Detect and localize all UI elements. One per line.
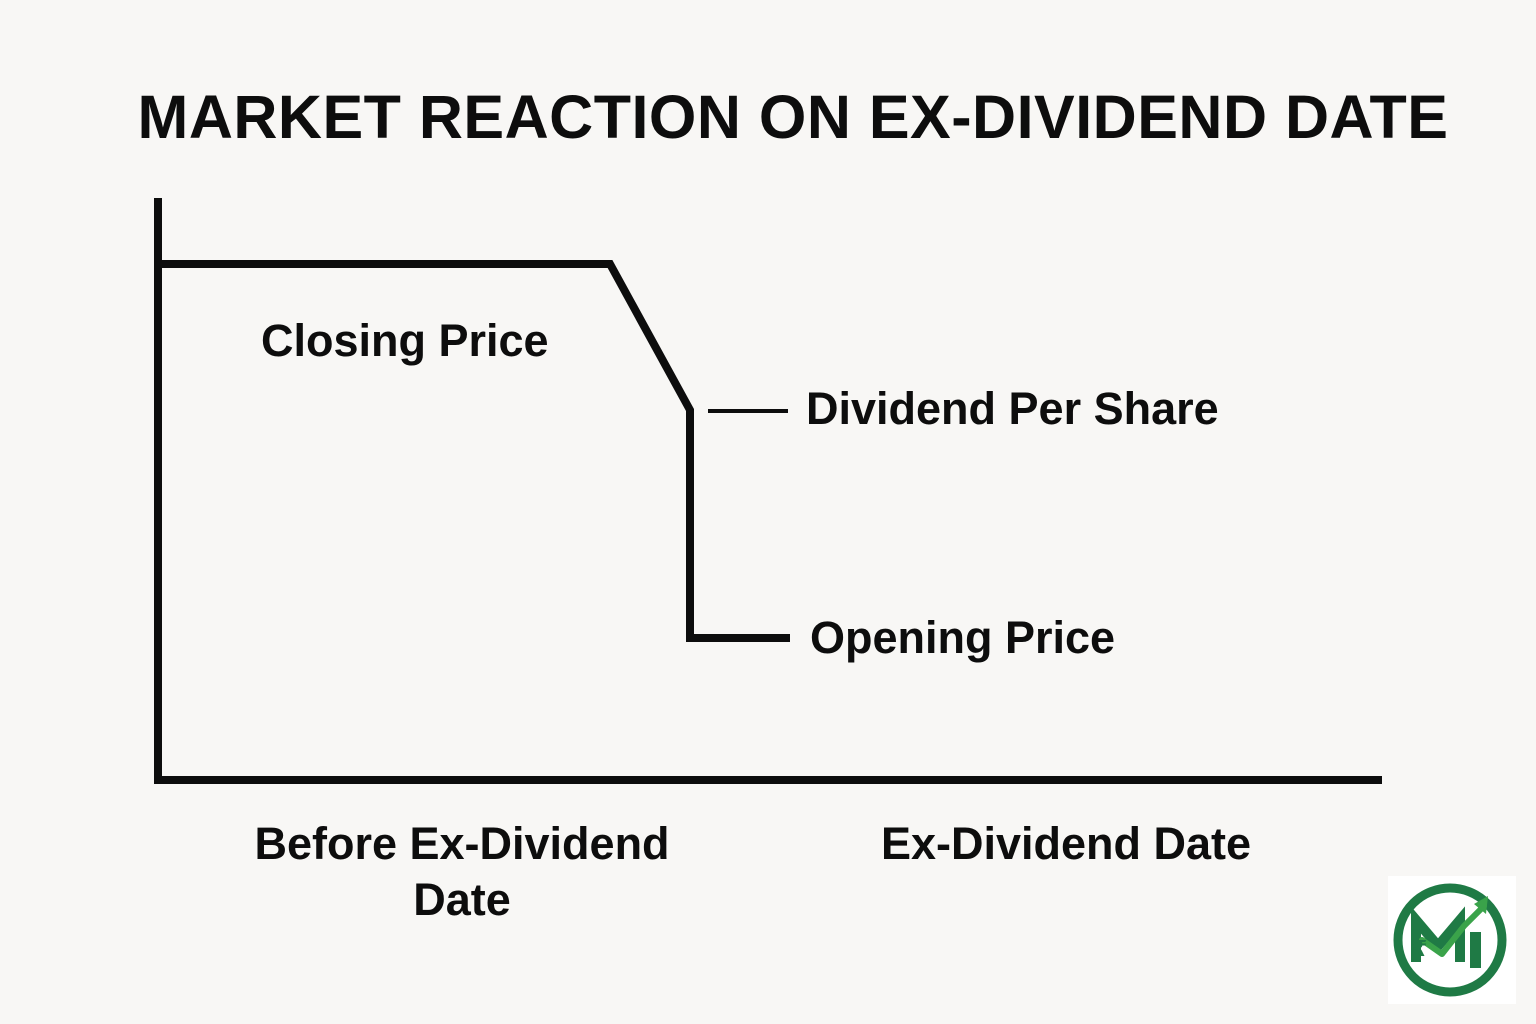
diagram-title: MARKET REACTION ON EX-DIVIDEND DATE xyxy=(137,83,1449,151)
before-ex-dividend-date-label: Before Ex-Dividend Date xyxy=(254,818,670,925)
price-line xyxy=(158,260,790,642)
opening-price-label: Opening Price xyxy=(810,612,1116,663)
ex-dividend-date-label: Ex-Dividend Date xyxy=(880,818,1252,869)
logo: ₹ xyxy=(1388,876,1516,1004)
svg-text:₹: ₹ xyxy=(1412,937,1427,962)
dividend-per-share-label: Dividend Per Share xyxy=(806,383,1219,434)
closing-price-label: Closing Price xyxy=(261,315,549,366)
rupee-growth-logo-icon: ₹ xyxy=(1393,883,1507,997)
